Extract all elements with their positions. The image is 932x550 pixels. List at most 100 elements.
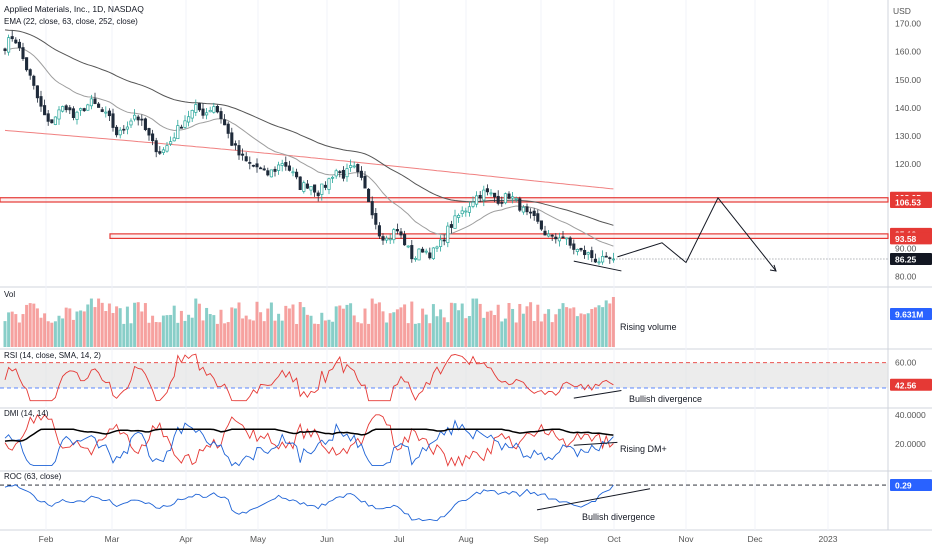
- volume-bar: [32, 303, 36, 347]
- volume-bar: [25, 304, 29, 347]
- candle-body: [374, 213, 378, 225]
- zone-low-tag-bg: [890, 196, 932, 209]
- volume-bar: [75, 311, 79, 347]
- volume-bar: [251, 320, 255, 347]
- price-tick-label: 120.00: [895, 159, 921, 169]
- zone-low-tag: 93.58: [895, 234, 917, 244]
- candle-body: [269, 169, 273, 178]
- volume-bar: [21, 314, 25, 347]
- candle-body: [233, 143, 237, 146]
- ema-22-line: [4, 47, 614, 247]
- volume-bar: [133, 302, 137, 347]
- volume-bar: [107, 303, 111, 347]
- month-label: Jun: [320, 534, 334, 544]
- candle-body: [21, 47, 25, 59]
- volume-bar: [35, 308, 39, 347]
- candle-body: [32, 75, 36, 86]
- volume-bar: [550, 322, 554, 347]
- volume-bar: [136, 302, 140, 347]
- volume-bar: [374, 303, 378, 347]
- volume-bar: [601, 307, 605, 347]
- candle-body: [496, 195, 500, 204]
- volume-bar: [331, 321, 335, 347]
- candle-body: [568, 237, 572, 246]
- candle-body: [392, 229, 396, 241]
- volume-bars: 9.631M: [3, 296, 932, 347]
- candle-body: [46, 113, 50, 122]
- price-tick-label: 130.00: [895, 131, 921, 141]
- volume-bar: [179, 310, 183, 347]
- candle-body: [399, 231, 403, 236]
- volume-bar: [241, 318, 245, 347]
- volume-bar: [39, 317, 43, 347]
- volume-bar: [586, 313, 590, 347]
- volume-bar: [277, 313, 281, 347]
- currency-label: USD: [893, 6, 911, 16]
- candle-body: [212, 106, 216, 113]
- candle-body: [550, 234, 554, 237]
- volume-bar: [457, 310, 461, 347]
- dmi-minus-line: [4, 413, 614, 467]
- price-axis[interactable]: 80.00 90.00 120.00 130.00 140.00 150.00 160.00…: [890, 19, 932, 282]
- candle-body: [115, 126, 119, 136]
- month-label: Jul: [394, 534, 405, 544]
- candle-body: [277, 164, 281, 171]
- last-price-tag: 86.25: [895, 255, 917, 265]
- volume-bar: [190, 317, 194, 347]
- volume-bar: [475, 298, 479, 347]
- volume-bar: [424, 314, 428, 347]
- price-divergence-line: [573, 260, 622, 272]
- volume-bar: [388, 313, 392, 347]
- candle-body: [590, 250, 594, 259]
- volume-bar: [338, 305, 342, 347]
- month-label: Apr: [179, 534, 192, 544]
- candle-body: [431, 247, 435, 260]
- volume-bar: [597, 305, 601, 347]
- volume-bar: [61, 318, 65, 347]
- candle-body: [439, 239, 443, 247]
- volume-bar: [205, 307, 209, 347]
- volume-bar: [143, 303, 147, 347]
- time-axis[interactable]: Feb Mar Apr May Jun Jul Aug Sep Oct Nov Dec 2023: [39, 534, 838, 544]
- roc-annotation: Bullish divergence: [582, 512, 655, 522]
- volume-bar: [183, 320, 187, 347]
- candle-body: [305, 183, 309, 189]
- volume-bar: [169, 314, 173, 347]
- dmi-pane: 40.0000 20.0000: [4, 410, 926, 467]
- volume-bar: [316, 324, 320, 347]
- candle-body: [449, 224, 453, 228]
- volume-bar: [71, 319, 75, 347]
- volume-bar: [201, 320, 205, 347]
- volume-bar: [248, 319, 252, 347]
- candle-body: [586, 252, 590, 255]
- candle-body: [259, 167, 263, 170]
- candle-body: [158, 151, 162, 154]
- volume-bar: [313, 323, 317, 347]
- candle-body: [363, 175, 367, 189]
- candle-body: [17, 41, 21, 48]
- candle-body: [561, 236, 565, 239]
- volume-annotation: Rising volume: [620, 322, 677, 332]
- volume-bar: [230, 307, 234, 347]
- volume-bar: [64, 307, 68, 347]
- candle-body: [320, 183, 324, 195]
- candle-body: [608, 257, 612, 260]
- candle-body: [597, 261, 601, 264]
- volume-bar: [503, 318, 507, 347]
- candle-body: [295, 171, 299, 178]
- dmi-tick-label: 20.0000: [895, 439, 926, 449]
- candle-body: [197, 103, 201, 111]
- grid-lines: [0, 0, 932, 531]
- candle-body: [86, 104, 90, 111]
- roc-divergence-line: [536, 488, 651, 511]
- candle-body: [208, 110, 212, 113]
- volume-bar: [431, 304, 435, 347]
- candle-body: [565, 237, 569, 240]
- volume-bar: [525, 306, 529, 347]
- ema-252-line: [4, 129, 614, 190]
- candle-body: [241, 153, 245, 156]
- candle-body: [511, 196, 515, 199]
- volume-bar: [403, 304, 407, 347]
- rsi-line: [4, 353, 614, 402]
